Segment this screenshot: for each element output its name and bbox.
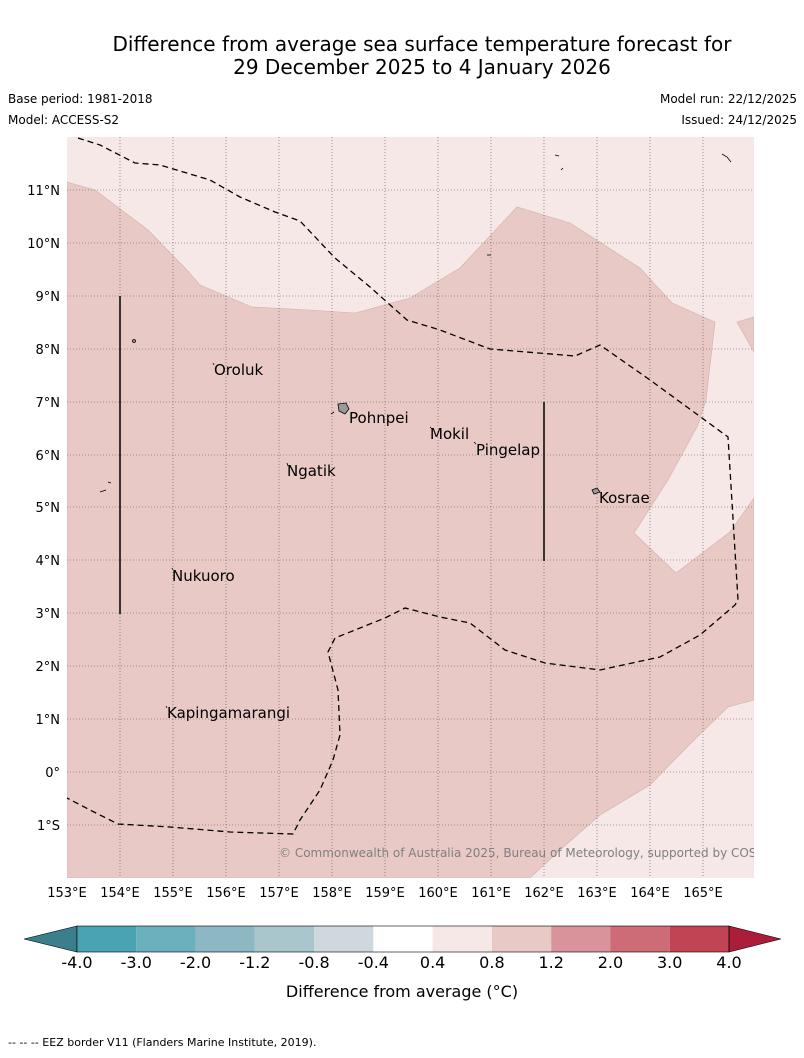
lat-label: 3°N xyxy=(36,607,61,622)
lat-label: 4°N xyxy=(36,554,61,569)
lon-label: 161°E xyxy=(471,886,511,901)
lat-label: 9°N xyxy=(36,290,61,305)
colorbar-swatch xyxy=(136,926,196,952)
colorbar-swatch xyxy=(373,926,433,952)
eez-footnote: -- -- -- EEZ border V11 (Flanders Marine… xyxy=(8,1036,317,1049)
lat-label: 1°N xyxy=(36,713,61,728)
place-oroluk: Oroluk xyxy=(214,361,263,379)
kosrae-island-shape xyxy=(591,487,601,495)
model-name: Model: ACCESS-S2 xyxy=(8,113,120,127)
colorbar-tick-label: 3.0 xyxy=(657,953,682,972)
title-line-2: 29 December 2025 to 4 January 2026 xyxy=(233,55,611,79)
lon-label: 157°E xyxy=(259,886,299,901)
colorbar-tick-label: -0.8 xyxy=(298,953,329,972)
colorbar-swatch xyxy=(610,926,670,952)
lon-label: 160°E xyxy=(418,886,458,901)
map-area: Oroluk Pohnpei Mokil Pingelap Ngatik Kos… xyxy=(67,137,784,878)
place-ngatik: Ngatik xyxy=(287,462,336,480)
islands xyxy=(99,153,732,709)
copyright-notice: © Commonwealth of Australia 2025, Bureau… xyxy=(279,846,784,860)
colorbar: -4.0 -3.0 -2.0 -1.2 -0.8 -0.4 0.4 0.8 1.2 2.0 3.0 4… xyxy=(23,925,782,972)
lon-label: 158°E xyxy=(312,886,352,901)
colorbar-tick-label: 0.4 xyxy=(420,953,445,972)
lat-label: 5°N xyxy=(36,501,61,516)
colorbar-extend-high xyxy=(728,925,782,953)
colorbar-swatch xyxy=(314,926,374,952)
place-kosrae: Kosrae xyxy=(599,489,650,507)
colorbar-tick-label: 4.0 xyxy=(716,953,741,972)
island-dot xyxy=(132,339,136,343)
colorbar-tick-label: 2.0 xyxy=(598,953,623,972)
lat-label: 1°S xyxy=(37,819,60,834)
lat-label: 2°N xyxy=(36,660,61,675)
base-period: Base period: 1981-2018 xyxy=(8,92,153,106)
colorbar-tick-label: 1.2 xyxy=(538,953,563,972)
model-run: Model run: 22/12/2025 xyxy=(659,92,797,106)
lat-label: 11°N xyxy=(27,184,60,199)
graticule xyxy=(67,137,754,878)
pohnpei-island-shape xyxy=(337,402,350,415)
colorbar-tick-label: -3.0 xyxy=(121,953,152,972)
lon-label: 163°E xyxy=(577,886,617,901)
issued-date: Issued: 24/12/2025 xyxy=(681,113,797,127)
place-pingelap: Pingelap xyxy=(476,441,540,459)
colorbar-border xyxy=(76,925,730,953)
lon-label: 154°E xyxy=(100,886,140,901)
lon-label: 159°E xyxy=(365,886,405,901)
lon-label: 153°E xyxy=(47,886,87,901)
colorbar-swatch xyxy=(551,926,611,952)
place-mokil: Mokil xyxy=(430,425,469,443)
lon-label: 155°E xyxy=(153,886,193,901)
lat-label: 8°N xyxy=(36,343,61,358)
colorbar-swatch xyxy=(254,926,315,952)
colorbar-tick-label: 0.8 xyxy=(479,953,504,972)
lat-label: 10°N xyxy=(27,237,60,252)
place-pohnpei: Pohnpei xyxy=(349,409,409,427)
colorbar-extend-low xyxy=(23,925,78,953)
colorbar-tick-label: -4.0 xyxy=(61,953,92,972)
title-line-1: Difference from average sea surface temp… xyxy=(112,32,732,56)
lon-label: 164°E xyxy=(630,886,670,901)
lon-axis: 153°E 154°E 155°E 156°E 157°E 158°E 159°… xyxy=(47,886,723,901)
colorbar-axis-label: Difference from average (°C) xyxy=(286,982,518,1001)
colorbar-swatch xyxy=(77,926,137,952)
anomaly-zone-right xyxy=(736,316,754,353)
lon-label: 156°E xyxy=(206,886,246,901)
lon-label: 162°E xyxy=(524,886,564,901)
lon-label: 165°E xyxy=(683,886,723,901)
colorbar-swatch xyxy=(195,926,255,952)
colorbar-tick-label: -1.2 xyxy=(239,953,270,972)
colorbar-tick-label: -0.4 xyxy=(358,953,389,972)
colorbar-swatch xyxy=(491,926,552,952)
lat-label: 0° xyxy=(45,766,60,781)
colorbar-tick-label: -2.0 xyxy=(180,953,211,972)
eez-border xyxy=(67,137,739,835)
lat-label: 7°N xyxy=(36,396,61,411)
place-kapingamarangi: Kapingamarangi xyxy=(167,704,290,722)
colorbar-swatch xyxy=(432,926,492,952)
place-nukuoro: Nukuoro xyxy=(172,567,235,585)
lat-label: 6°N xyxy=(36,449,61,464)
lat-axis: 11°N 10°N 9°N 8°N 7°N 6°N 5°N 4°N 3°N 2°… xyxy=(27,184,60,834)
colorbar-swatch xyxy=(669,926,729,952)
